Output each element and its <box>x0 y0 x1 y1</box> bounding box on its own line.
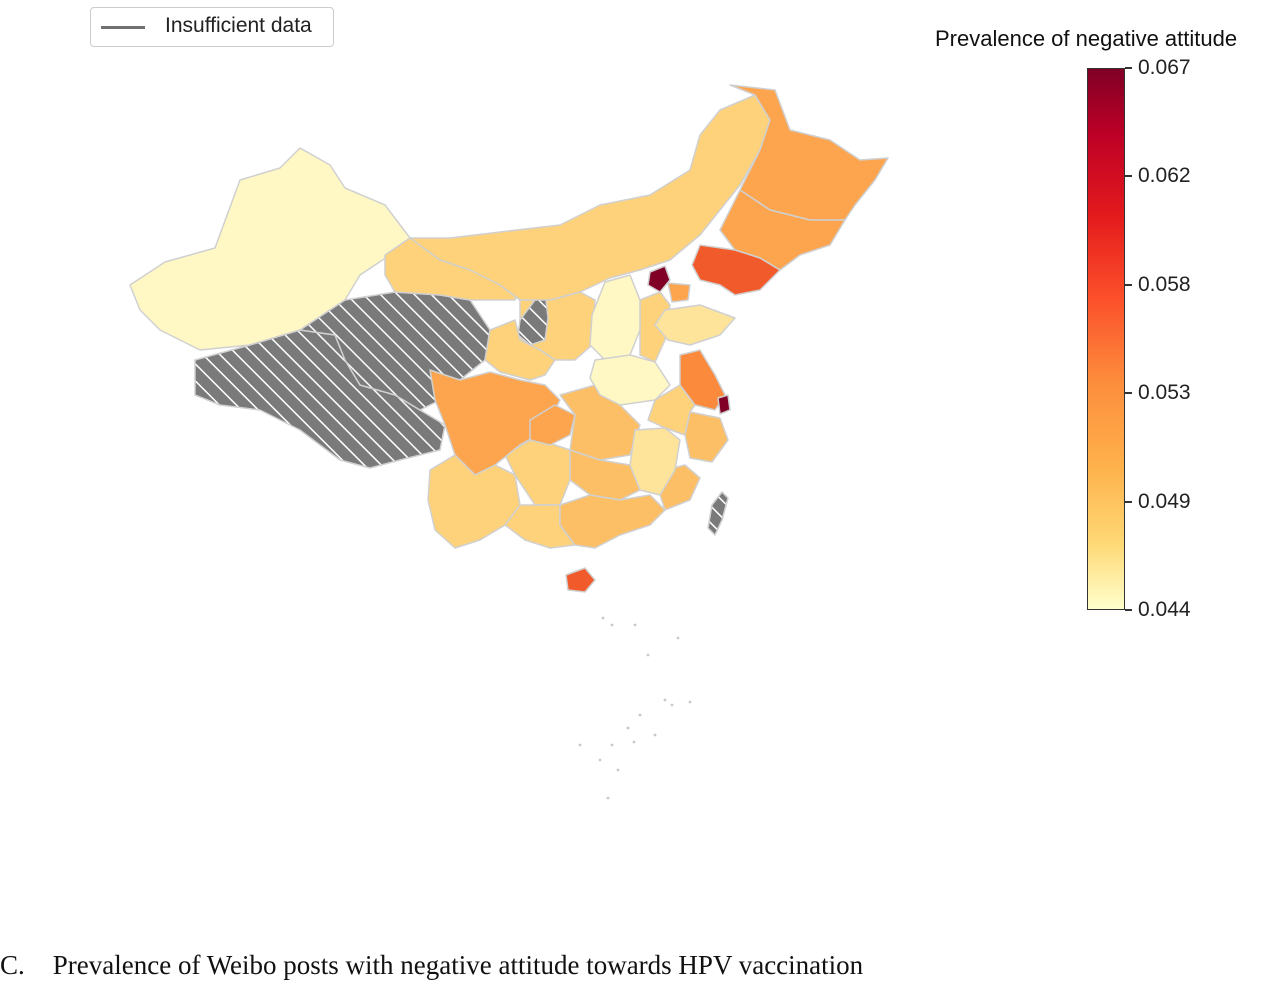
caption-text: Prevalence of Weibo posts with negative … <box>52 950 864 980</box>
province-hainan <box>565 567 596 593</box>
province-jiangxi <box>629 427 681 496</box>
colorbar-tick-label: 0.062 <box>1138 164 1191 188</box>
island-dot <box>610 623 614 627</box>
island-dot <box>610 743 614 747</box>
province-heilongjiang <box>729 84 889 221</box>
province-region <box>569 449 641 501</box>
island-dot <box>653 733 657 737</box>
island-dot <box>663 698 667 702</box>
island-dot <box>632 740 636 744</box>
province-inner-mongolia <box>409 94 771 301</box>
colorbar-tick <box>1125 67 1132 69</box>
island-dot <box>633 623 637 627</box>
colorbar-tick-label: 0.058 <box>1138 272 1191 296</box>
island-dot <box>598 758 602 762</box>
island-dot <box>606 796 610 800</box>
island-dot <box>626 726 630 730</box>
island-dot <box>670 703 674 707</box>
province-shanxi <box>589 274 641 361</box>
colorbar-tick-label: 0.053 <box>1138 381 1191 405</box>
island-dot <box>676 636 680 640</box>
colorbar-title: Prevalence of negative attitude <box>935 26 1238 51</box>
province-guangdong <box>559 494 666 549</box>
island-dot <box>646 653 650 657</box>
colorbar-tick <box>1125 500 1132 503</box>
province-shandong <box>654 304 736 346</box>
colorbar-tick <box>1125 283 1132 286</box>
province-henan <box>589 354 671 406</box>
province-region <box>639 291 671 363</box>
legend-line-icon <box>101 26 145 29</box>
colorbar-tick-label: 0.049 <box>1138 489 1191 513</box>
island-dot <box>688 700 692 704</box>
colorbar-tick-label: 0.044 <box>1138 598 1191 621</box>
province-chongqing <box>529 404 576 446</box>
island-dot <box>616 768 620 772</box>
caption-label: C. <box>0 950 25 980</box>
south-china-sea-islands <box>578 616 692 800</box>
colorbar-tick <box>1125 175 1132 178</box>
province-jilin <box>719 189 846 271</box>
colorbar-tick-label: 0.067 <box>1138 56 1191 79</box>
province-beijing <box>647 265 671 293</box>
colorbar-tick <box>1125 609 1132 611</box>
province-liaoning <box>691 244 781 296</box>
province-yunnan <box>427 454 521 549</box>
province-taiwan <box>707 491 729 536</box>
legend: Insufficient data <box>90 7 334 47</box>
colorbar <box>1087 68 1125 610</box>
province-zhejiang <box>684 411 729 463</box>
island-dot <box>601 616 605 620</box>
island-dot <box>578 743 582 747</box>
province-shanghai <box>717 394 731 415</box>
province-region <box>667 282 691 303</box>
legend-label: Insufficient data <box>165 14 312 37</box>
figure-caption: C. Prevalence of Weibo posts with negativ… <box>0 950 863 981</box>
island-dot <box>638 713 642 717</box>
colorbar-tick <box>1125 392 1132 395</box>
